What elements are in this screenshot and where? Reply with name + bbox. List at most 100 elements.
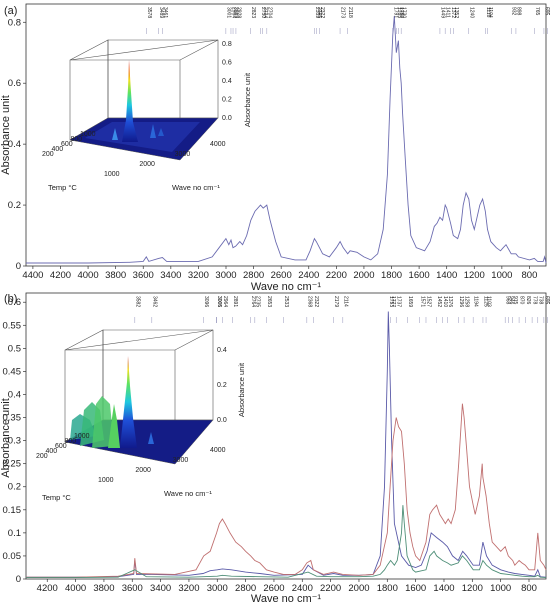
panel-a-y-tick-label: 0.8 [8,17,21,28]
panel-a-peak-label: 2118 [347,7,353,18]
panel-b-peak-label: 738 [537,296,543,305]
panel-b-peak-label: 778 [532,296,538,305]
panel-b-x-tick-label: 1000 [490,583,511,594]
panel-a-x-tick-label: 1600 [409,270,430,281]
panel-b-inset-side-peak [108,404,120,448]
panel-b-y-tick-label: 0.1 [8,528,21,539]
panel-b-peak-label: 1793 [388,296,394,307]
panel-b-x-tick-label: 800 [521,583,537,594]
panel-a-peak-label: 1372 [450,7,456,18]
panel-b-peak-label: 3582 [134,296,140,307]
panel-b-inset-x-ticks: 1000 2000 3000 4000 [98,447,226,484]
panel-a-3d-inset: Absorbance unit Temp °C Wave no cm⁻¹ 0.0… [42,39,252,192]
inset-wave-tick-label: 3000 [175,151,191,158]
panel-a-peak-label: 765 [534,7,540,16]
panel-b-peak-label: 2735 [254,296,260,307]
panel-b-peak-label: 826 [525,296,531,305]
panel-b-y-tick-label: 0.05 [3,551,22,562]
panel-b-x-tick-label: 2000 [348,583,369,594]
panel-b-y-tick-label: 0.25 [3,459,22,470]
panel-b-inset-back-wall [102,329,214,421]
panel-b-peak-label: 2179 [333,296,339,307]
panel-b-x-tick-label: 2600 [263,583,284,594]
inset-wave-tick-label: 1000 [98,477,114,484]
panel-a-x-tick-label: 3200 [188,270,209,281]
panel-b-y-tick-label: 0.5 [8,343,21,354]
inset-wave-tick-label: 3000 [173,457,189,464]
panel-a-peak-label: 932 [511,7,517,16]
inset-wave-tick-label: 2000 [139,161,155,168]
panel-b-x-tick-label: 3800 [93,583,114,594]
panel-b-peak-label: 1777 [390,296,396,307]
panel-a-inset-x-ticks: 1000 2000 3000 4000 [104,141,226,178]
panel-b-inset-front-edges [64,329,214,351]
panel-a-peak-label: 2750 [260,7,266,18]
inset-wave-tick-label: 2000 [135,467,151,474]
inset-temp-tick-label: 400 [52,146,64,153]
panel-a-x-tick-label: 4000 [77,270,98,281]
panel-b-series-3-line [26,505,547,579]
panel-a-peak-label: 695 [543,7,549,16]
panel-b-peak-label: 1737 [396,296,402,307]
panel-a-peak-label: 2345 [316,7,322,18]
panel-a-plot-frame [25,3,547,267]
inset-temp-tick-label: 1000 [74,433,90,440]
panel-a-peak-label: 2949 [233,7,239,18]
panel-a-peak-label: 2322 [319,7,325,18]
panel-b-peak-label: 1527 [426,296,432,307]
panel-a-inset-minor-peak-2 [150,124,156,138]
panel-a-peak-label: 3461 [162,7,168,18]
panel-b-inset-wave-label: Wave no cm⁻¹ [164,489,212,498]
panel-b-inset-minor-peak [148,432,154,444]
panel-a-peak-label: 3489 [158,7,164,18]
panel-b-x-tick-label: 2200 [320,583,341,594]
panel-b-x-tick-label: 1600 [405,583,426,594]
panel-b-peak-label: 2891 [232,296,238,307]
panel-b-x-tick-label: 1800 [377,583,398,594]
panel-a-peak-label: 2704 [266,7,272,18]
panel-b-x-tick-label: 1400 [433,583,454,594]
panel-b-y-tick-label: 0.3 [8,436,21,447]
inset-z-tick-label: 0.8 [222,41,232,48]
panel-b-peak-label: 1659 [407,296,413,307]
panel-a-y-tick-label: 0.6 [8,78,21,89]
panel-a-y-tick-label: 0.4 [8,139,21,150]
panel-a-peak-label: 2964 [231,7,237,18]
panel-b-peak-label: 669 [547,296,550,305]
panel-a-inset-temp-label: Temp °C [48,183,77,192]
panel-a-label: (a) [4,5,17,17]
panel-a-x-tick-label: 800 [522,270,538,281]
panel-a-x-tick-label: 2800 [243,270,264,281]
panel-a-x-tick-label: 4400 [22,270,43,281]
panel-a-peak-label: 1352 [453,7,459,18]
inset-z-tick-label: 0.4 [217,347,227,354]
panel-a-inset-front-edges [69,39,219,61]
panel-a-peak-label: 2823 [250,7,256,18]
panel-a-inset-z-ticks: 0.0 0.2 0.4 0.6 0.8 [222,41,232,122]
panel-b-3d-inset: Absorbance unit Temp °C Wave no cm⁻¹ 0.0… [36,329,246,502]
panel-a-peak-label: 1240 [468,7,474,18]
panel-b-x-axis-title: Wave no cm⁻¹ [251,593,322,605]
panel-b-y-tick-label: 0.4 [8,389,21,400]
inset-temp-tick-label: 200 [36,453,48,460]
inset-temp-tick-label: 1000 [80,131,96,138]
panel-a-peak-label: 3001 [225,7,231,18]
panel-a-x-tick-label: 4200 [50,270,71,281]
panel-a-inset-minor-peak-3 [158,128,164,136]
panel-b-x-tick-label: 4200 [37,583,58,594]
inset-z-tick-label: 0.4 [222,78,232,85]
panel-b-x-tick-label: 3200 [178,583,199,594]
panel-b-x-tick-label: 4000 [65,583,86,594]
panel-a-peak-label: 1730 [401,7,407,18]
panel-b-peak-label: 1452 [436,296,442,307]
panel-b-plot-frame [25,292,547,580]
panel-b-y-tick-label: 0 [16,574,21,585]
panel-b-series-2-line [26,403,547,578]
panel-a-peak-label: 898 [515,7,521,16]
panel-a-peak-label: 1118 [485,7,491,18]
panel-b-y-axis-title: Absorbance unit [0,398,12,478]
inset-temp-tick-label: 200 [42,151,54,158]
